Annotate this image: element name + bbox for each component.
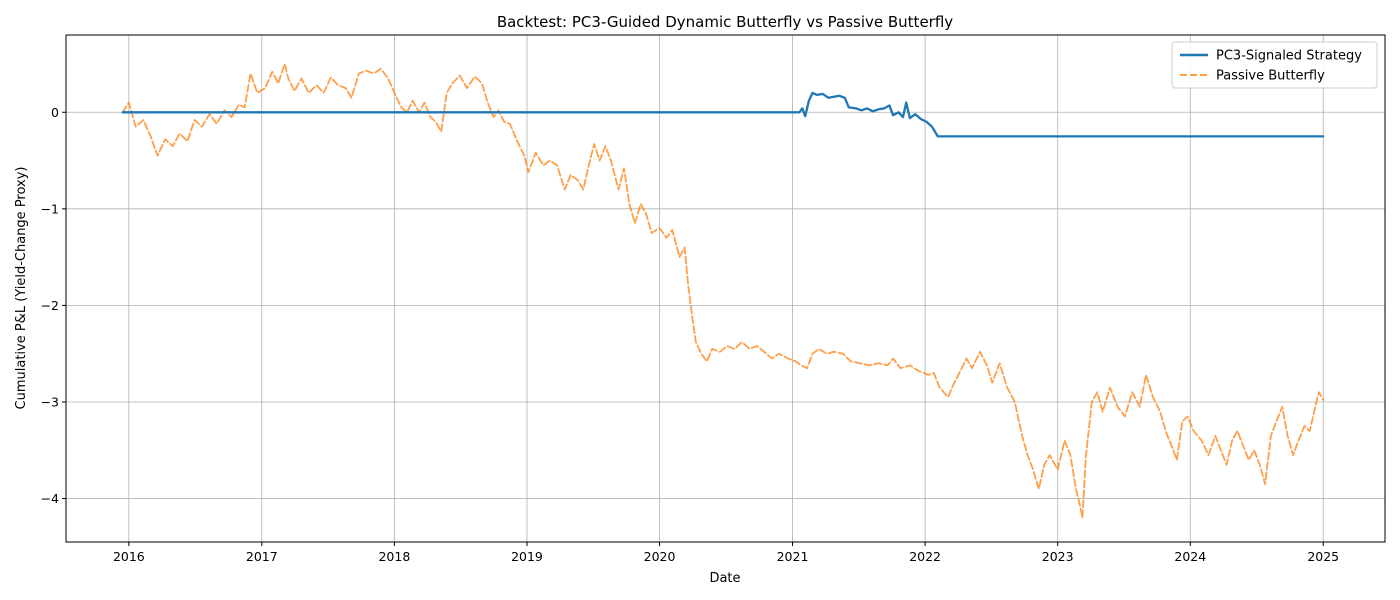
y-tick-label: −2 <box>41 298 59 313</box>
legend: PC3-Signaled Strategy Passive Butterfly <box>1171 41 1378 89</box>
x-tick-label: 2022 <box>909 549 941 564</box>
series-line-pc3-signaled-strategy <box>121 91 1325 138</box>
x-tick-label: 2021 <box>777 549 809 564</box>
x-axis-label: Date <box>709 571 740 586</box>
x-tick-label: 2023 <box>1042 549 1074 564</box>
y-tick-label: −1 <box>41 201 59 216</box>
series-line-passive-butterfly <box>121 63 1325 519</box>
y-tick-label: 0 <box>51 105 59 120</box>
chart-title: Backtest: PC3-Guided Dynamic Butterfly v… <box>497 13 953 31</box>
legend-box <box>1171 41 1378 89</box>
y-axis-ticks: 0 −1 −2 −3 −4 <box>41 105 66 506</box>
legend-label-pc3-signaled-strategy: PC3-Signaled Strategy <box>1216 49 1362 64</box>
y-tick-label: −4 <box>41 491 59 506</box>
x-tick-label: 2018 <box>378 549 410 564</box>
y-axis-label: Cumulative P&L (Yield-Change Proxy) <box>14 167 29 410</box>
x-tick-label: 2017 <box>246 549 278 564</box>
plot-area-frame <box>65 34 1386 543</box>
x-tick-label: 2024 <box>1174 549 1206 564</box>
x-tick-label: 2020 <box>644 549 676 564</box>
x-tick-label: 2016 <box>113 549 145 564</box>
legend-label-passive-butterfly: Passive Butterfly <box>1216 69 1325 84</box>
x-axis-ticks: 2016 2017 2018 2019 2020 2021 2022 2023 2024 2025 <box>113 542 1339 564</box>
x-tick-label: 2019 <box>511 549 543 564</box>
x-tick-label: 2025 <box>1307 549 1339 564</box>
y-tick-label: −3 <box>41 394 59 409</box>
series-layer <box>121 63 1325 519</box>
